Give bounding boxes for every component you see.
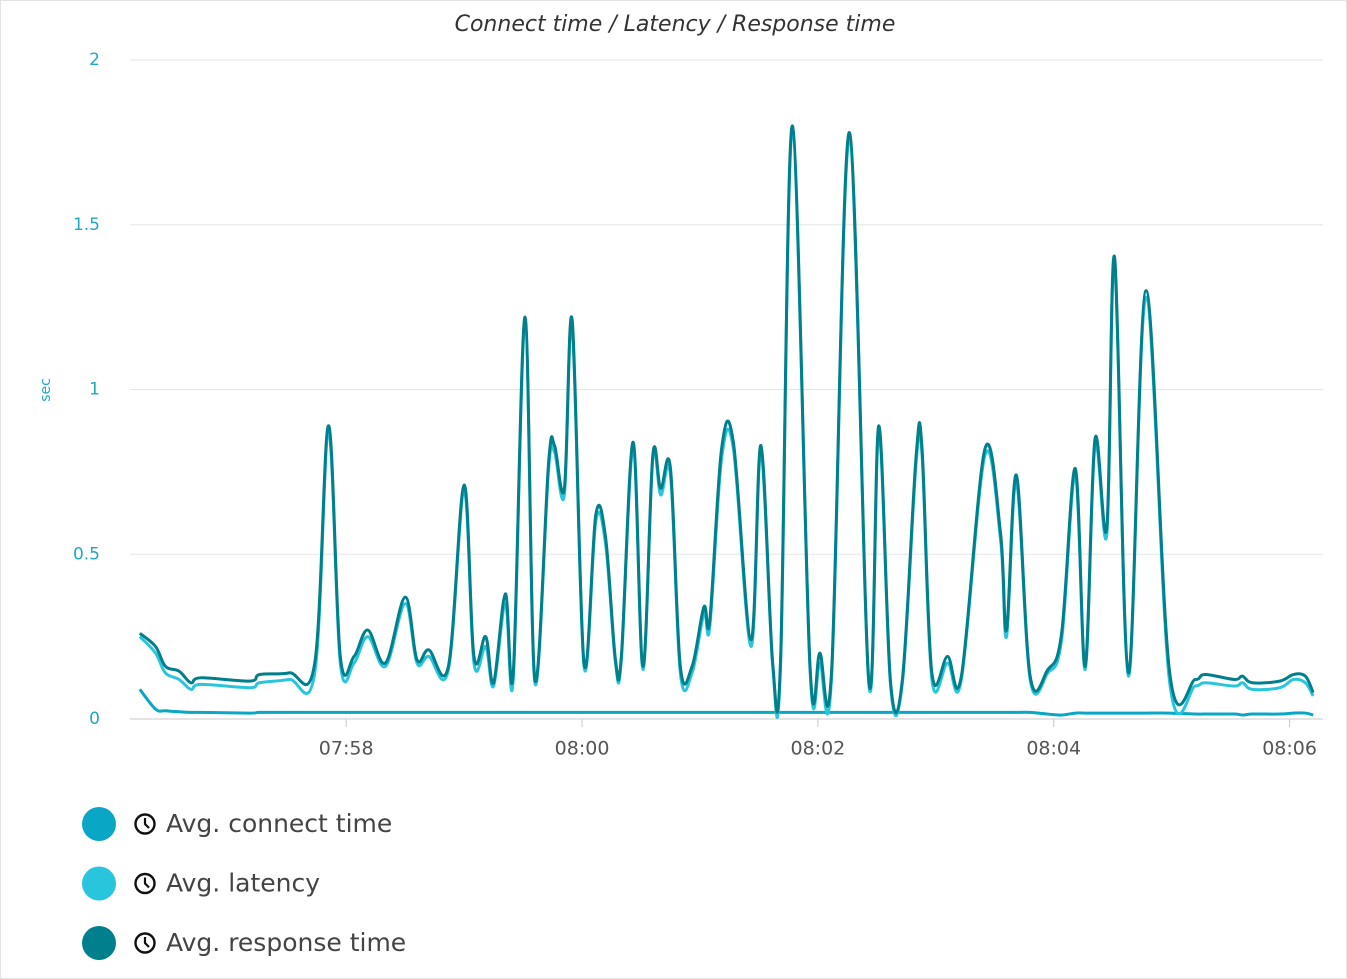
legend-item: Avg. connect time: [82, 807, 392, 841]
legend-label: Avg. connect time: [166, 809, 392, 838]
y-tick-label: 2: [89, 50, 100, 70]
x-tick-label: 08:04: [1026, 738, 1081, 760]
series-line: [138, 124, 1315, 715]
legend-swatch: [82, 807, 116, 841]
x-tick-label: 08:06: [1262, 738, 1317, 760]
legend-label: Avg. response time: [166, 928, 406, 957]
legend-label: Avg. latency: [166, 869, 320, 898]
clock-icon: [134, 813, 156, 835]
y-axis-label: sec: [38, 378, 54, 402]
clock-icon: [134, 932, 156, 954]
y-tick-label: 1: [89, 380, 100, 400]
y-tick-label: 1.5: [73, 215, 100, 235]
x-tick-label: 07:58: [319, 738, 374, 760]
clock-hands: [143, 877, 150, 889]
x-tick-label: 08:02: [791, 738, 846, 760]
y-tick-label: 0.5: [73, 544, 100, 564]
legend-swatch: [82, 926, 116, 960]
chart-title: Connect time / Latency / Response time: [455, 12, 896, 37]
clock-hands: [143, 937, 150, 948]
y-tick-label: 0: [89, 709, 100, 729]
legend-swatch: [82, 866, 116, 901]
x-tick-label: 08:00: [555, 738, 610, 760]
series-line: [138, 688, 1314, 717]
clock-icon: [134, 872, 156, 895]
legend-item: Avg. response time: [82, 926, 406, 960]
clock-hands: [143, 818, 150, 829]
legend-item: Avg. latency: [82, 866, 320, 901]
